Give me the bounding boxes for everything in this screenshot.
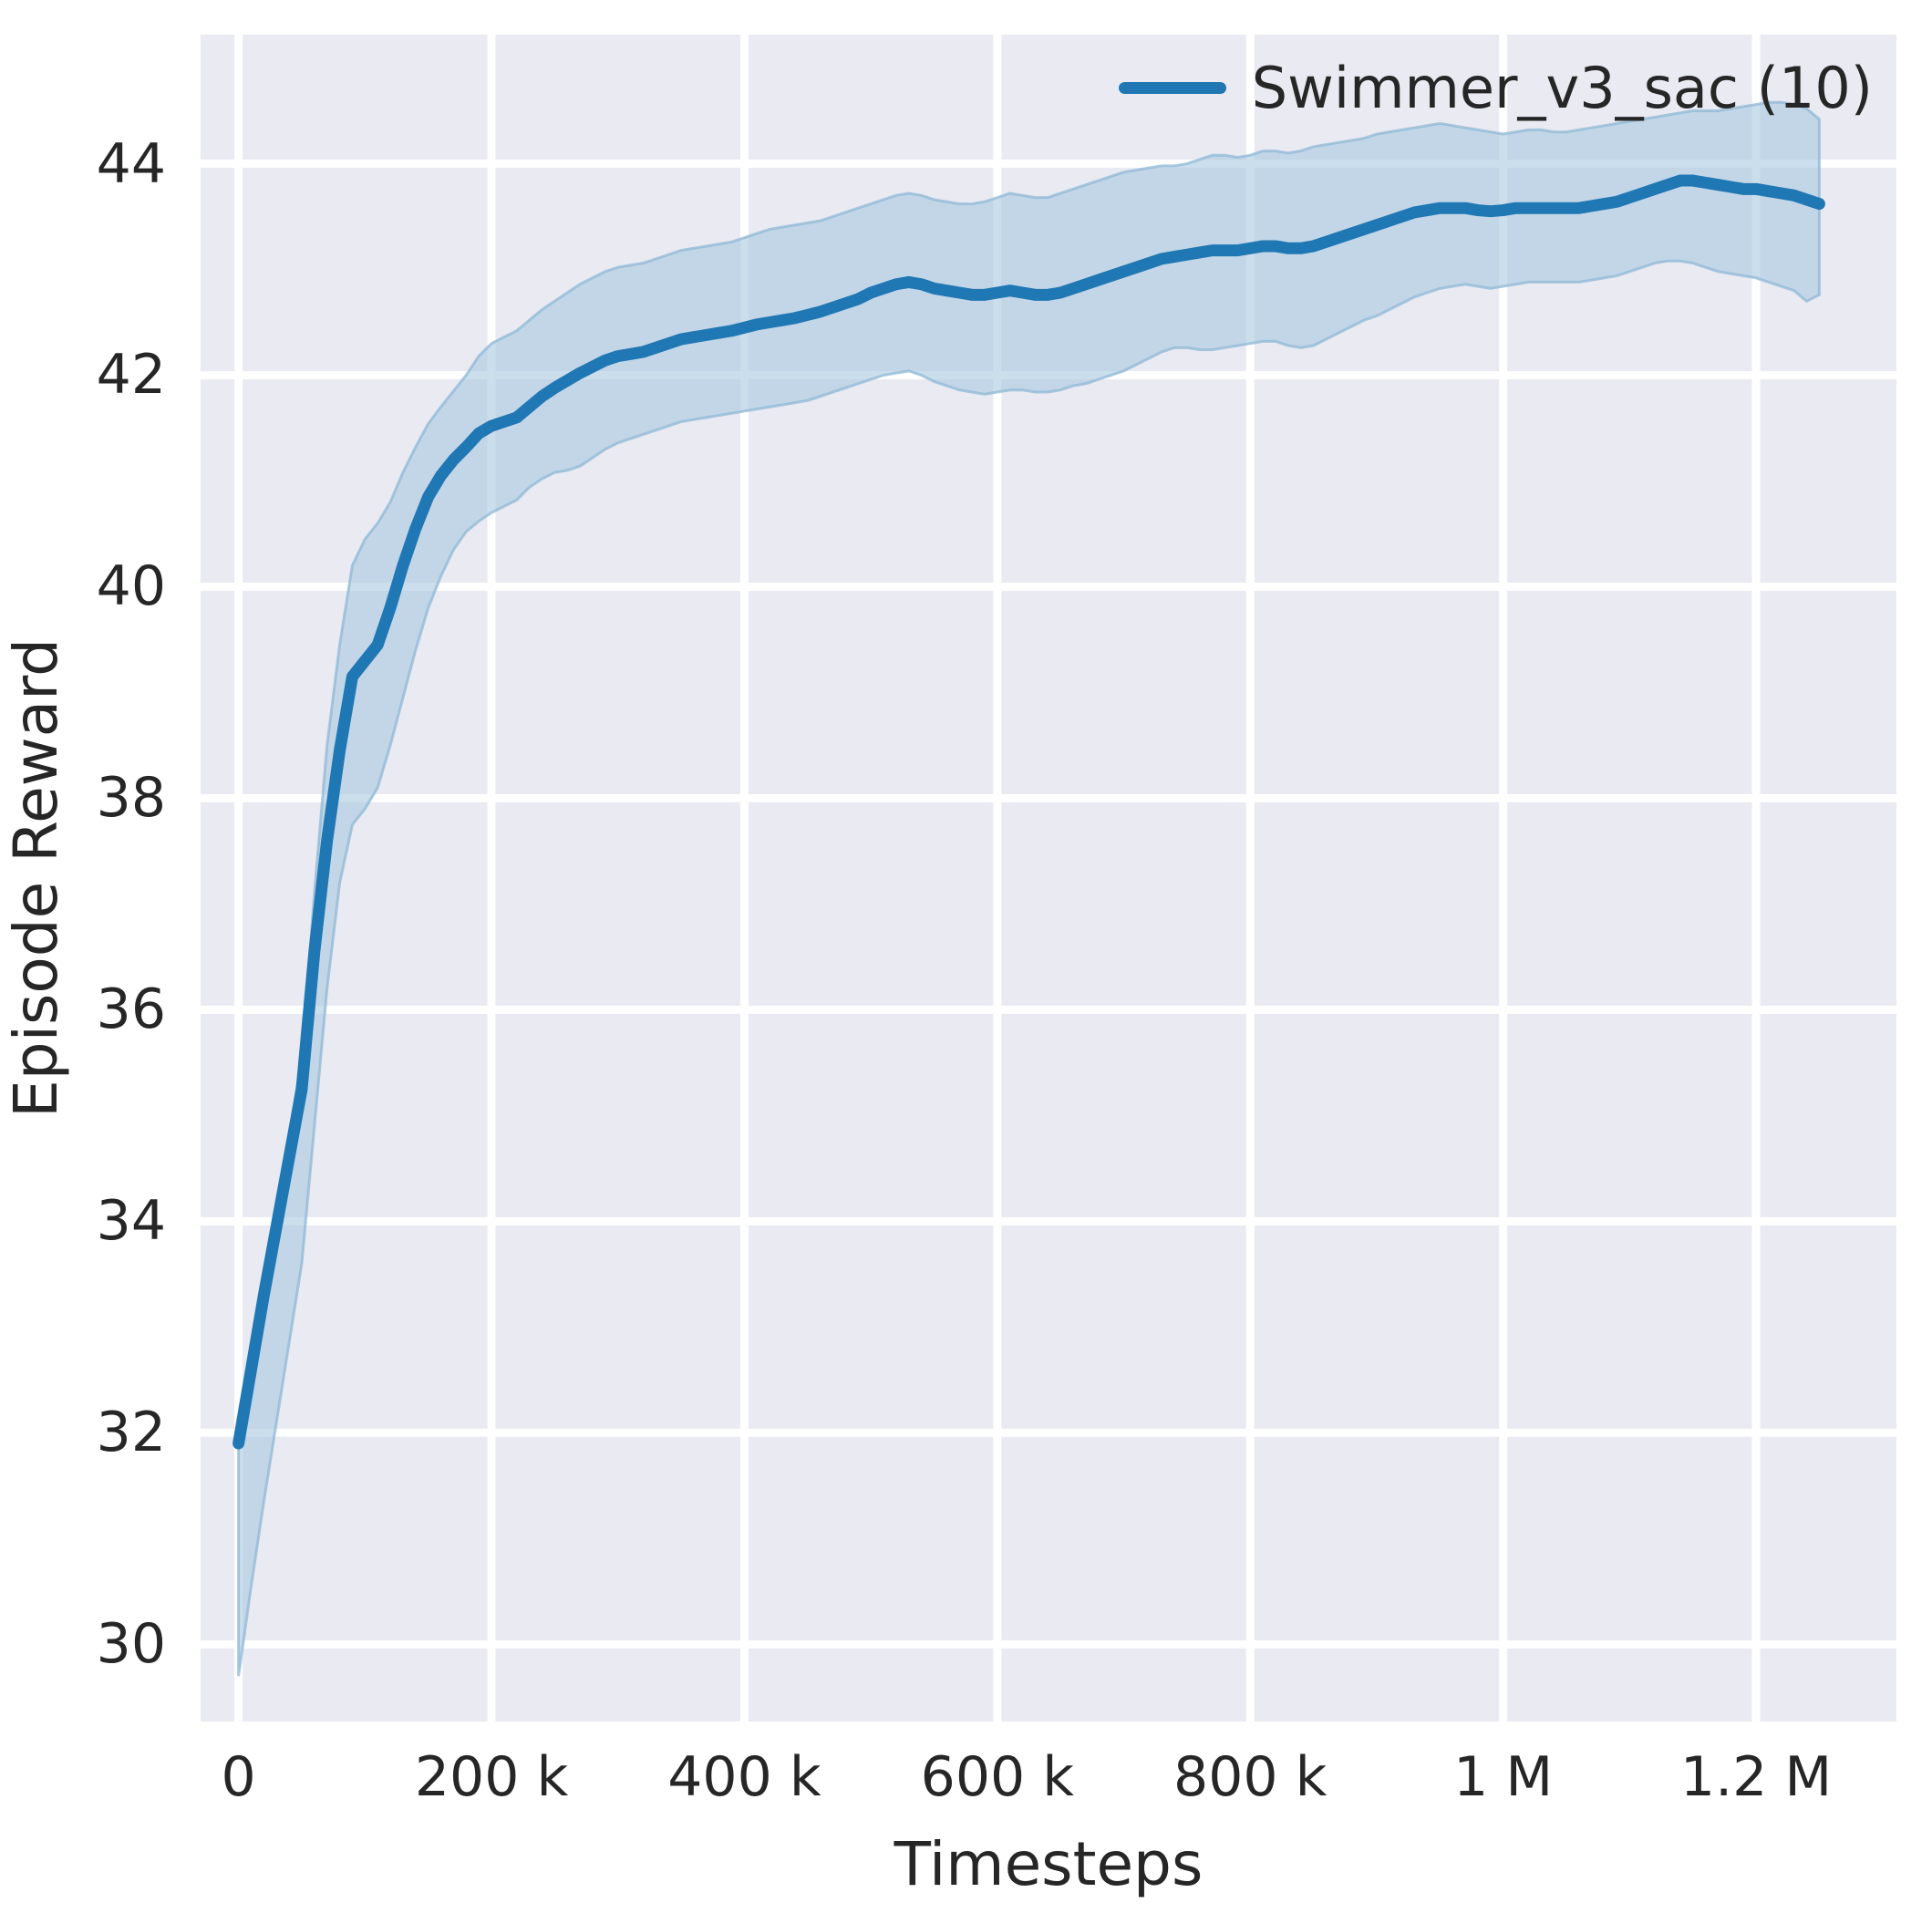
- x-tick-label: 1 M: [1453, 1745, 1554, 1809]
- x-tick-label: 0: [221, 1745, 256, 1809]
- chart-legend: Swimmer_v3_sac (10): [1118, 55, 1873, 121]
- legend-label-swimmer-v3-sac: Swimmer_v3_sac (10): [1251, 55, 1873, 121]
- x-axis-title: Timesteps: [894, 1829, 1204, 1899]
- y-tick-label: 34: [96, 1189, 166, 1254]
- x-tick-label: 200 k: [414, 1745, 569, 1809]
- y-tick-label: 38: [96, 766, 166, 831]
- confidence-band: [238, 102, 1820, 1677]
- x-tick-label: 800 k: [1173, 1745, 1328, 1809]
- y-tick-label: 32: [96, 1401, 166, 1465]
- x-tick-label: 400 k: [667, 1745, 821, 1809]
- x-tick-label: 1.2 M: [1679, 1745, 1833, 1809]
- x-tick-label: 600 k: [920, 1745, 1074, 1809]
- legend-line-swatch: [1118, 82, 1226, 94]
- y-tick-label: 36: [96, 977, 166, 1042]
- y-tick-label: 30: [96, 1612, 166, 1677]
- series-line-swimmer-v3-sac: [232, 174, 1825, 1450]
- y-tick-label: 40: [96, 554, 166, 619]
- y-tick-label: 44: [96, 131, 166, 196]
- y-axis-title: Episode Reward: [1, 638, 71, 1118]
- y-tick-label: 42: [96, 343, 166, 408]
- confidence-band-edge: [237, 100, 1821, 1677]
- plot-svg: [201, 35, 1896, 1722]
- plot-area: Swimmer_v3_sac (10): [201, 35, 1896, 1722]
